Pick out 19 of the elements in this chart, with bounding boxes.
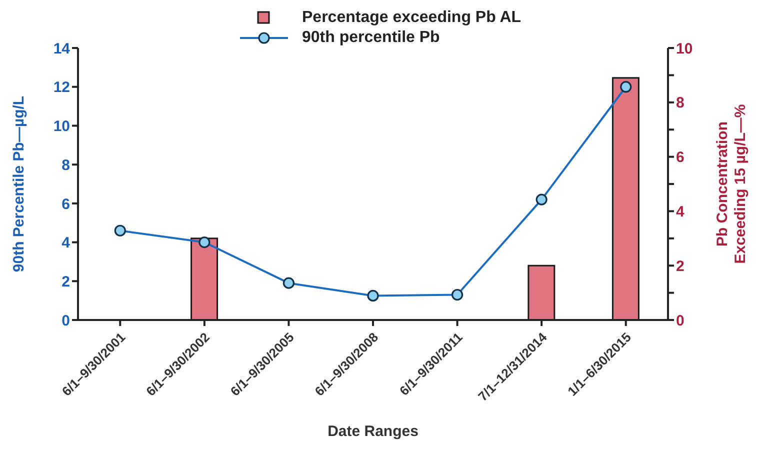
legend-label: Percentage exceeding Pb AL: [302, 9, 522, 27]
y-tick-label: 4: [62, 234, 71, 252]
y2-tick-label: 0: [676, 312, 684, 330]
y-tick-label: 10: [53, 118, 70, 136]
y2-axis-title: Pb Concentration Exceeding 15 µg/L—%: [714, 104, 749, 264]
y-tick-label: 0: [62, 312, 70, 330]
y-tick-label: 2: [62, 273, 70, 290]
x-axis-title: Date Ranges: [328, 423, 418, 440]
y2-tick-label: 8: [676, 94, 684, 112]
y2-tick-label: 2: [676, 258, 684, 275]
y2-tick-label: 6: [676, 149, 684, 166]
y2-tick-label: 4: [676, 204, 685, 221]
y-tick-label: 6: [62, 196, 70, 213]
y-tick-label: 8: [62, 156, 70, 174]
y-axis-title: 90th Percentile Pb—µg/L: [10, 96, 28, 272]
legend-label: 90th percentile Pb: [302, 29, 440, 47]
y-tick-label: 12: [53, 79, 70, 96]
y2-tick-label: 10: [676, 40, 693, 58]
y-tick-label: 14: [53, 40, 71, 58]
